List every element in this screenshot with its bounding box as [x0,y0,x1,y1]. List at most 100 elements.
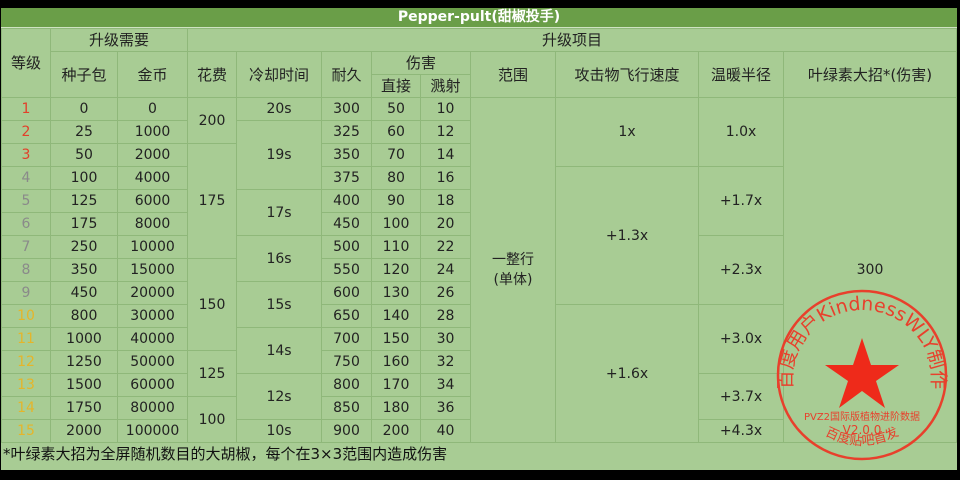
seed-packets-cell: 2000 [50,419,118,443]
seed-packets-cell: 50 [50,143,118,167]
direct-damage-cell: 160 [371,350,422,374]
level-cell: 2 [1,120,51,144]
level-cell: 14 [1,396,51,420]
direct-damage-cell: 120 [371,258,422,282]
direct-damage-cell: 130 [371,281,422,305]
table-row: 4 100 4000 375 80 16 +1.3x +1.7x [1,166,957,305]
coins-cell: 40000 [116,327,189,351]
data-sheet: Pepper-pult(甜椒投手) 等级 升级需要 升级项目 种子包 金币 花费… [1,8,957,470]
coins-cell: 2000 [116,143,189,167]
direct-damage-cell: 90 [371,189,422,213]
table-row: 3 50 2000 175 350 70 14 [1,143,957,259]
cost-cell: 175 [187,143,238,259]
toughness-cell: 400 [321,189,373,213]
splash-damage-cell: 34 [420,373,472,397]
level-cell: 8 [1,258,51,282]
splash-damage-cell: 20 [420,212,472,236]
cooldown-cell: 10s [236,419,323,443]
coins-cell: 20000 [116,281,189,305]
direct-damage-cell: 150 [371,327,422,351]
cooldown-cell: 16s [236,235,323,282]
direct-damage-cell: 140 [371,304,422,328]
level-cell: 7 [1,235,51,259]
toughness-cell: 800 [321,373,373,397]
seed-packets-cell: 250 [50,235,118,259]
direct-damage-cell: 60 [371,120,422,144]
toughness-cell: 850 [321,396,373,420]
level-cell: 5 [1,189,51,213]
header-plant-food: 叶绿素大招*(伤害) [783,51,957,98]
level-cell: 9 [1,281,51,305]
direct-damage-cell: 180 [371,396,422,420]
direct-damage-cell: 100 [371,212,422,236]
header-range: 范围 [470,51,557,98]
toughness-cell: 550 [321,258,373,282]
table-row: 15 2000 100000 10s 900 200 40 +4.3x [1,419,957,443]
warmth-radius-cell: +1.7x [698,166,785,236]
warmth-radius-cell: +3.7x [698,373,785,420]
header-level: 等级 [1,28,51,98]
coins-cell: 6000 [116,189,189,213]
coins-cell: 1000 [116,120,189,144]
table-row: 5 125 6000 17s 400 90 18 [1,189,957,236]
warmth-radius-cell: +3.0x [698,304,785,374]
level-cell: 4 [1,166,51,190]
splash-damage-cell: 24 [420,258,472,282]
table-row: 7 250 10000 16s 500 110 22 +2.3x [1,235,957,305]
level-cell: 3 [1,143,51,167]
header-cost: 花费 [187,51,238,98]
cooldown-cell: 14s [236,327,323,374]
cooldown-cell: 15s [236,281,323,328]
seed-packets-cell: 1500 [50,373,118,397]
splash-damage-cell: 16 [420,166,472,190]
coins-cell: 8000 [116,212,189,236]
level-cell: 6 [1,212,51,236]
direct-damage-cell: 50 [371,97,422,121]
table-row: 13 1500 60000 12s 800 170 34 +3.7x [1,373,957,420]
level-cell: 15 [1,419,51,443]
level-cell: 12 [1,350,51,374]
coins-cell: 100000 [116,419,189,443]
projectile-speed-cell: 1x [555,97,700,167]
coins-cell: 50000 [116,350,189,374]
toughness-cell: 350 [321,143,373,167]
header-toughness: 耐久 [321,51,373,98]
splash-damage-cell: 10 [420,97,472,121]
toughness-cell: 375 [321,166,373,190]
splash-damage-cell: 30 [420,327,472,351]
upgrade-table: 等级 升级需要 升级项目 种子包 金币 花费 冷却时间 耐久 伤害 范围 攻击物… [1,28,957,443]
range-cell: 一整行 (单体) [470,97,557,443]
direct-damage-cell: 70 [371,143,422,167]
header-seed-packets: 种子包 [50,51,118,98]
header-splash: 溅射 [420,74,472,98]
sheet-title: Pepper-pult(甜椒投手) [1,8,957,28]
plant-food-cell: 300 [783,97,957,443]
seed-packets-cell: 100 [50,166,118,190]
seed-packets-cell: 25 [50,120,118,144]
toughness-cell: 900 [321,419,373,443]
toughness-cell: 600 [321,281,373,305]
seed-packets-cell: 350 [50,258,118,282]
header-upgrade-needs: 升级需要 [49,28,189,52]
seed-packets-cell: 1000 [50,327,118,351]
cooldown-cell: 20s [236,97,323,121]
splash-damage-cell: 40 [420,419,472,443]
direct-damage-cell: 170 [371,373,422,397]
header-warmth-radius: 温暖半径 [698,51,785,98]
table-row: 8 350 15000 150 550 120 24 [1,258,957,351]
splash-damage-cell: 22 [420,235,472,259]
seed-packets-cell: 1750 [50,396,118,420]
level-cell: 11 [1,327,51,351]
toughness-cell: 500 [321,235,373,259]
cost-cell: 150 [187,258,238,351]
seed-packets-cell: 1250 [50,350,118,374]
splash-damage-cell: 12 [420,120,472,144]
coins-cell: 60000 [116,373,189,397]
splash-damage-cell: 14 [420,143,472,167]
footnote: *叶绿素大招为全屏随机数目的大胡椒，每个在3×3范围内造成伤害 [1,443,957,465]
header-upgrade-items: 升级项目 [187,28,957,52]
coins-cell: 80000 [116,396,189,420]
seed-packets-cell: 125 [50,189,118,213]
coins-cell: 4000 [116,166,189,190]
seed-packets-cell: 175 [50,212,118,236]
